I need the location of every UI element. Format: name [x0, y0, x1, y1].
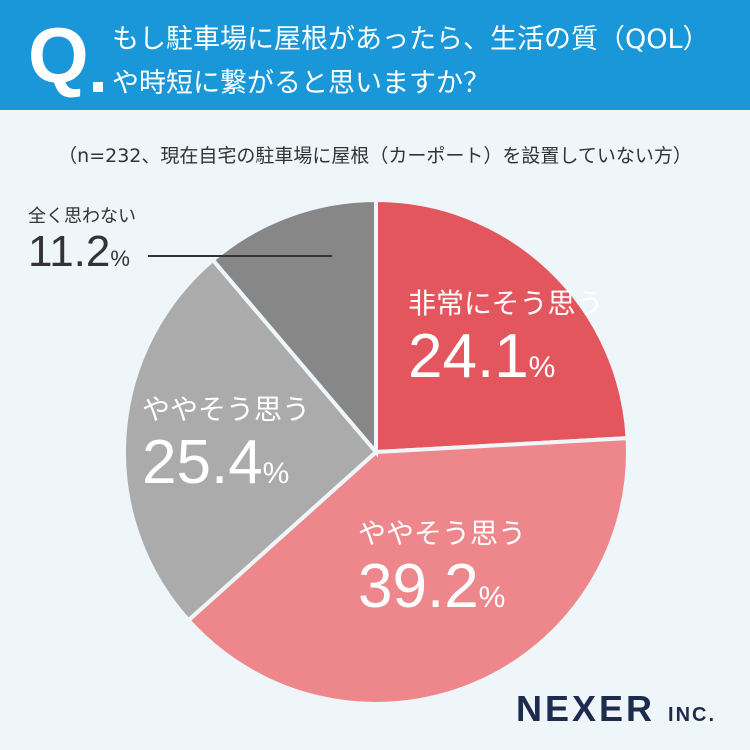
question-header: Q もし駐車場に屋根があったら、生活の質（QOL） や時短に繋がると思いますか？ [0, 0, 750, 110]
slice-value: 24.1% [408, 322, 556, 391]
nexer-logo: NEXER INC. [516, 688, 717, 729]
slice-value: 25.4% [142, 428, 290, 497]
question-title: もし駐車場に屋根があったら、生活の質（QOL） や時短に繋がると思いますか？ [112, 24, 710, 99]
slice-label-3: 全く思わない 11.2% [28, 202, 136, 283]
slice-value: 39.2% [358, 552, 506, 621]
slice-label-2: ややそう思う 25.4% [142, 388, 310, 509]
q-mark: Q [28, 11, 89, 99]
pie-slice-3 [209, 197, 378, 458]
pie-slice-0 [374, 197, 630, 455]
pie-slice-2 [122, 257, 379, 624]
q-dot [93, 82, 103, 92]
pie-slice-1 [185, 436, 630, 706]
sample-note: （n=232、現在自宅の駐車場に屋根（カーポート）を設置していない方） [58, 145, 692, 167]
slice-name: ややそう思う [142, 393, 311, 426]
slice-value: 11.2% [28, 227, 130, 276]
slice-label-1: ややそう思う 39.2% [358, 512, 526, 633]
slice-name: 全く思わない [28, 206, 136, 227]
slice-name: ややそう思う [358, 517, 527, 550]
slice-name: 非常にそう思う [408, 287, 604, 320]
slice-label-0: 非常にそう思う 24.1% [408, 282, 603, 403]
